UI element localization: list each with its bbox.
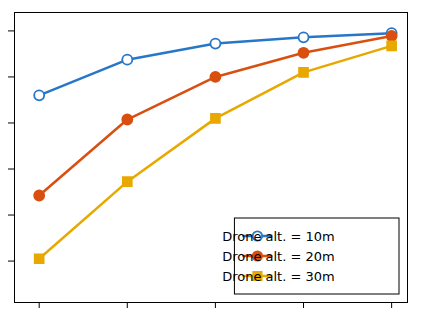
svg-text:Drone alt. = 30m: Drone alt. = 30m [222, 269, 335, 284]
svg-text:Drone alt. = 10m: Drone alt. = 10m [222, 229, 335, 244]
svg-text:Drone alt. = 20m: Drone alt. = 20m [222, 249, 335, 264]
